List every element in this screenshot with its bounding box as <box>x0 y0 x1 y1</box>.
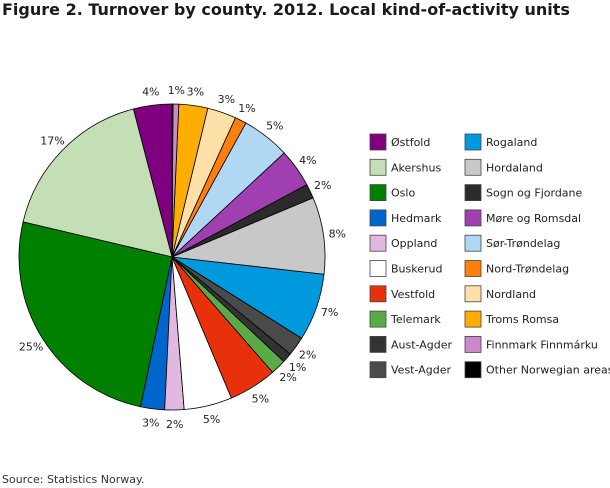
legend-item-akershus: Akershus <box>369 158 441 176</box>
legend-label: Sør-Trøndelag <box>486 237 560 250</box>
legend-item-nordland: Nordland <box>464 285 536 303</box>
legend-item-stfold: Østfold <box>369 133 430 151</box>
slice-label-hedmark: 3% <box>142 417 159 430</box>
legend-label: Buskerud <box>391 263 442 276</box>
slice-label-finnmark-finnma-rku: 1% <box>168 84 185 97</box>
legend-swatch <box>464 133 482 151</box>
legend-item-hedmark: Hedmark <box>369 209 442 227</box>
legend-item-s-r-tr-ndelag: Sør-Trøndelag <box>464 234 560 252</box>
chart-title: Figure 2. Turnover by county. 2012. Loca… <box>2 0 570 19</box>
legend-swatch <box>369 184 387 202</box>
legend-swatch <box>369 133 387 151</box>
slice-label-vestfold: 5% <box>252 393 269 406</box>
legend-swatch <box>464 234 482 252</box>
slice-label-sogn-og-fjordane: 2% <box>314 179 331 192</box>
legend-label: Finnmark Finnmárku <box>486 338 598 351</box>
legend-label: Vest-Agder <box>391 364 451 377</box>
legend-swatch <box>369 361 387 379</box>
legend-label: Telemark <box>390 313 441 326</box>
legend-swatch <box>464 209 482 227</box>
legend-label: Østfold <box>391 136 430 149</box>
legend-label: Other Norwegian areas <box>486 364 610 377</box>
legend-swatch <box>369 234 387 252</box>
legend-item-other-norwegian-areas: Other Norwegian areas <box>464 361 610 379</box>
legend-label: Vestfold <box>391 288 435 301</box>
slice-label-akershus: 17% <box>40 134 64 147</box>
legend-item-finnmark-finnma-rku: Finnmark Finnmárku <box>464 335 598 353</box>
legend-swatch <box>464 184 482 202</box>
legend-item-m-re-og-romsdal: Møre og Romsdal <box>464 209 581 227</box>
legend-label: Aust-Agder <box>391 338 453 351</box>
slice-label-nordland: 3% <box>218 93 235 106</box>
legend-swatch <box>369 310 387 328</box>
slice-label-troms-romsa: 3% <box>187 86 204 99</box>
slice-label-oslo: 25% <box>19 341 43 354</box>
legend-item-oppland: Oppland <box>369 234 437 252</box>
legend-swatch <box>464 158 482 176</box>
legend-label: Hordaland <box>486 161 543 174</box>
pie-slice-akershus <box>22 108 173 258</box>
slice-label-telemark: 2% <box>279 371 296 384</box>
legend-item-rogaland: Rogaland <box>464 133 537 151</box>
legend-swatch <box>369 158 387 176</box>
source-note: Source: Statistics Norway. <box>2 473 145 486</box>
slice-label-m-re-og-romsdal: 4% <box>299 154 316 167</box>
legend-swatch <box>369 285 387 303</box>
legend: Østfold Akershus Oslo Hedmark Oppland Buskeru… <box>369 133 610 379</box>
legend-swatch <box>464 361 482 379</box>
slice-label-aust-agder: 1% <box>289 361 306 374</box>
legend-label: Nord-Trøndelag <box>486 263 569 276</box>
legend-swatch <box>369 260 387 277</box>
slice-label-vest-agder: 2% <box>299 349 316 362</box>
slice-label-stfold: 4% <box>142 85 159 98</box>
legend-item-hordaland: Hordaland <box>464 158 543 176</box>
legend-label: Akershus <box>391 161 441 174</box>
legend-swatch <box>464 310 482 328</box>
slice-label-hordaland: 8% <box>329 227 346 240</box>
legend-item-troms-romsa: Troms Romsa <box>464 310 559 328</box>
legend-label: Oppland <box>391 237 437 250</box>
legend-swatch <box>464 285 482 303</box>
legend-item-aust-agder: Aust-Agder <box>369 335 453 353</box>
legend-item-telemark: Telemark <box>369 310 441 328</box>
pie-slices <box>18 103 326 411</box>
legend-label: Hedmark <box>391 212 442 225</box>
legend-item-sogn-og-fjordane: Sogn og Fjordane <box>464 184 583 202</box>
legend-label: Oslo <box>391 187 415 200</box>
legend-label: Nordland <box>486 288 536 301</box>
legend-item-vestfold: Vestfold <box>369 285 435 303</box>
legend-swatch <box>369 209 387 227</box>
legend-swatch <box>464 260 482 277</box>
legend-item-oslo: Oslo <box>369 184 415 202</box>
legend-item-buskerud: Buskerud <box>369 260 442 277</box>
legend-label: Sogn og Fjordane <box>486 187 583 200</box>
legend-swatch <box>369 335 387 353</box>
legend-label: Møre og Romsdal <box>486 212 581 225</box>
slice-label-s-r-tr-ndelag: 5% <box>266 119 283 132</box>
legend-label: Troms Romsa <box>485 313 559 326</box>
legend-item-vest-agder: Vest-Agder <box>369 361 451 379</box>
slice-label-rogaland: 7% <box>321 306 338 319</box>
legend-label: Rogaland <box>486 136 537 149</box>
slice-label-oppland: 2% <box>166 418 183 431</box>
legend-item-nord-tr-ndelag: Nord-Trøndelag <box>464 260 569 277</box>
slice-percent-labels: 4%17%25%3% 2% 5%5%2%1%2%7%8%2%4%5%1%3%3%1% <box>19 84 346 431</box>
pie-slice-other-norwegian-areas <box>171 103 174 258</box>
slice-label-nord-tr-ndelag: 1% <box>238 102 255 115</box>
pie-slice-oslo <box>18 221 173 408</box>
legend-swatch <box>464 335 482 353</box>
slice-label-buskerud: 5% <box>203 413 220 426</box>
